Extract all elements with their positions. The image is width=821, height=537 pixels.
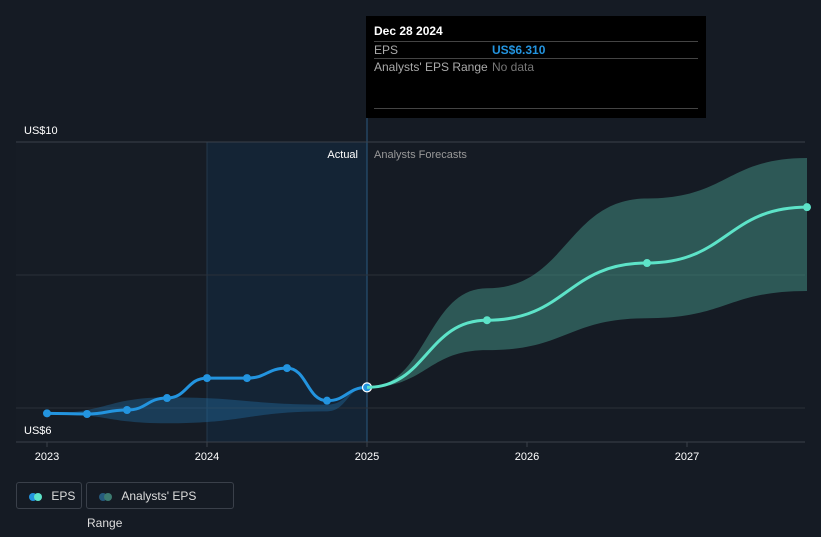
tooltip-date: Dec 28 2024: [374, 24, 443, 38]
forecast-point: [803, 203, 811, 212]
x-tick-label: 2023: [35, 451, 59, 463]
x-tick-label: 2027: [675, 451, 699, 463]
eps-point: [283, 364, 291, 373]
tooltip-eps-label: EPS: [374, 43, 399, 57]
legend-eps[interactable]: EPS: [16, 482, 82, 509]
y-tick-label: US$6: [24, 425, 52, 437]
past-region: [16, 142, 207, 442]
eps-point: [83, 409, 91, 418]
eps-point: [123, 405, 131, 414]
tooltip-range-label: Analysts' EPS Range: [374, 60, 488, 74]
actual-label: Actual: [327, 149, 358, 161]
x-tick-label: 2024: [195, 451, 219, 463]
tooltip-range-value: No data: [492, 60, 535, 74]
eps-legend-icon: [29, 489, 42, 503]
eps-point: [203, 374, 211, 383]
eps-point: [323, 396, 331, 405]
forecast-point: [483, 316, 491, 325]
eps-point: [243, 374, 251, 383]
tooltip-eps-value: US$6.310: [492, 43, 546, 57]
eps-forecast-line: [366, 205, 808, 389]
x-tick-label: 2025: [355, 451, 379, 463]
eps-chart: US$10 US$6 2023 2024 2025 2026 2027 Actual Analy…: [16, 118, 811, 463]
tooltip: Dec 28 2024 EPS US$6.310 Analysts' EPS Ra…: [366, 16, 706, 118]
y-tick-label: US$10: [24, 125, 58, 137]
actual-highlight-region: [207, 142, 367, 442]
forecast-label: Analysts Forecasts: [374, 149, 467, 161]
past-range-band: [47, 387, 367, 424]
range-legend-icon: [99, 489, 112, 503]
eps-point: [43, 409, 51, 418]
legend-eps-label: EPS: [51, 489, 76, 503]
forecast-range-band: [367, 157, 807, 388]
eps-point: [163, 394, 171, 403]
forecast-point: [643, 259, 651, 268]
legend-range[interactable]: Analysts' EPS Range: [86, 482, 234, 530]
x-tick-label: 2026: [515, 451, 539, 463]
